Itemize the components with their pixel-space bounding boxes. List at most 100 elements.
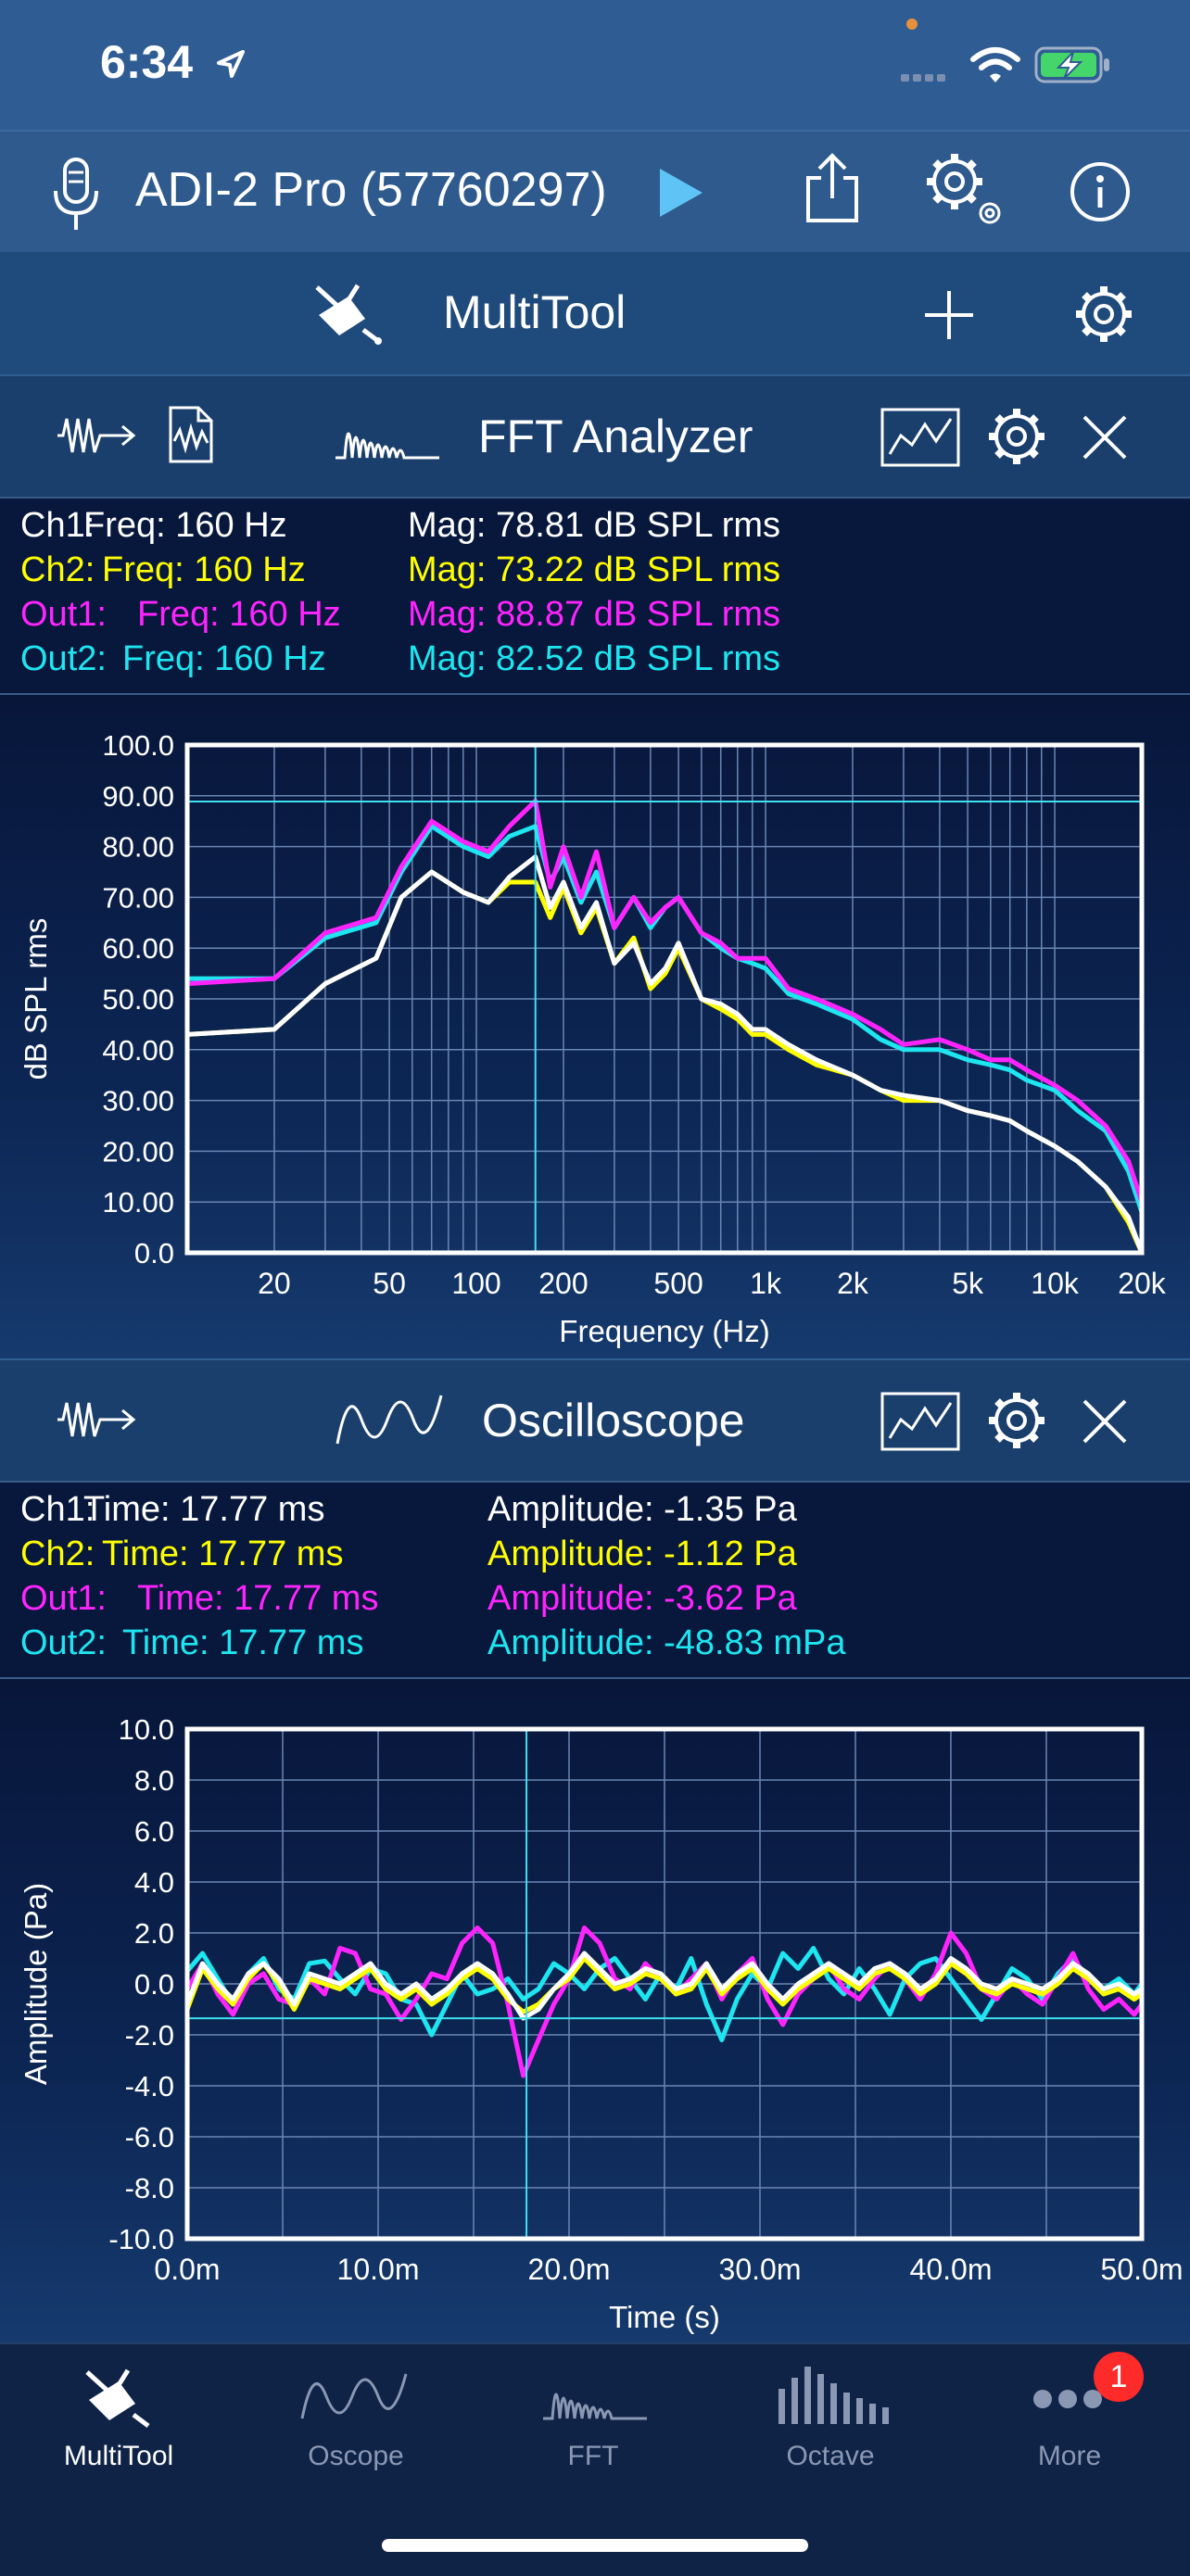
x-tick-label: 2k [837, 1267, 869, 1300]
osc-close-icon[interactable] [1081, 1397, 1129, 1446]
x-tick-label: 40.0m [910, 2253, 993, 2286]
multitool-icon[interactable] [82, 2363, 156, 2431]
x-tick-label: 0.0m [154, 2253, 220, 2286]
tab-bar [0, 2342, 1190, 2576]
osc-ch2-label: Ch2: [20, 1534, 95, 1573]
series-line-2 [186, 798, 1145, 1203]
y-tick-label: -2.0 [125, 2019, 174, 2052]
y-tick-label: 70.00 [102, 881, 174, 914]
x-axis-label: Time (s) [609, 2300, 720, 2334]
fft-readouts: Ch1: Freq: 160 Hz Mag: 78.81 dB SPL rms … [0, 497, 1190, 695]
device-name[interactable]: ADI-2 Pro (57760297) [135, 163, 607, 217]
x-tick-label: 500 [653, 1267, 703, 1300]
fft-out1-label: Out1: [20, 595, 107, 634]
series-line-3 [186, 854, 1145, 1254]
oscope-wave-icon[interactable] [298, 2368, 410, 2424]
device-bar [0, 130, 1190, 254]
y-tick-label: 0.0 [134, 1237, 174, 1269]
y-tick-label: -6.0 [125, 2121, 174, 2153]
fft-ch2-mag: Mag: 73.22 dB SPL rms [408, 550, 781, 589]
fft-close-icon[interactable] [1081, 413, 1129, 461]
fft-out2-mag: Mag: 82.52 dB SPL rms [408, 639, 781, 678]
osc-settings-icon[interactable] [984, 1388, 1049, 1453]
y-tick-label: 6.0 [134, 1815, 174, 1848]
y-tick-label: 10.00 [102, 1186, 174, 1219]
y-tick-label: -8.0 [125, 2172, 174, 2204]
x-tick-label: 10k [1031, 1267, 1080, 1300]
multitool-settings-icon[interactable] [1071, 282, 1136, 347]
more-dots-icon[interactable] [1032, 2389, 1103, 2409]
fft-ch2-label: Ch2: [20, 550, 95, 589]
osc-chart[interactable]: -10.0 -8.0 -6.0 -4.0 -2.0 0.0 2.0 4.0 6.0 8.0 10.0… [0, 1679, 1190, 2344]
location-arrow-icon [217, 50, 245, 78]
osc-ch1-time: Time: 17.77 ms [83, 1490, 325, 1529]
tab-multitool[interactable]: MultiTool [63, 2441, 174, 2471]
multitool-bar [0, 252, 1190, 374]
fft-ch2-freq: Freq: 160 Hz [102, 550, 306, 589]
fft-settings-icon[interactable] [984, 404, 1049, 469]
tab-oscope[interactable]: Oscope [308, 2441, 404, 2471]
osc-chart-view-icon[interactable] [880, 1392, 960, 1451]
add-icon[interactable] [921, 287, 977, 343]
y-tick-label: 2.0 [134, 1917, 174, 1950]
y-axis-label: dB SPL rms [19, 918, 53, 1080]
tab-more[interactable]: More [1037, 2441, 1102, 2471]
microphone-icon[interactable] [50, 156, 102, 234]
y-tick-label: 100.0 [102, 729, 174, 762]
fft-module-title: FFT Analyzer [478, 410, 753, 462]
fft-chart-view-icon[interactable] [880, 408, 960, 467]
home-indicator [382, 2539, 808, 2552]
y-tick-label: -10.0 [108, 2223, 174, 2255]
x-tick-label: 20 [258, 1267, 291, 1300]
fft-ch1-mag: Mag: 78.81 dB SPL rms [408, 506, 781, 545]
info-icon[interactable] [1070, 161, 1131, 222]
fft-chart[interactable]: 0.0 10.00 20.00 30.00 40.00 50.00 60.00 70.00 80… [0, 695, 1190, 1360]
y-tick-label: 8.0 [134, 1764, 174, 1797]
x-tick-label: 50.0m [1101, 2253, 1184, 2286]
plot-frame [184, 1726, 1145, 2241]
x-tick-label: 30.0m [719, 2253, 802, 2286]
osc-ch1-label: Ch1: [20, 1490, 95, 1529]
y-tick-label: 0.0 [134, 1968, 174, 2001]
octave-bars-icon[interactable] [775, 2361, 890, 2426]
x-tick-label: 20k [1118, 1267, 1167, 1300]
fft-out2-label: Out2: [20, 639, 107, 678]
share-icon[interactable] [803, 152, 862, 224]
osc-out1-amp: Amplitude: -3.62 Pa [487, 1579, 797, 1618]
x-tick-label: 1k [750, 1267, 782, 1300]
y-tick-label: 30.00 [102, 1085, 174, 1118]
osc-chart-panel[interactable]: -10.0 -8.0 -6.0 -4.0 -2.0 0.0 2.0 4.0 6.0 8.0 10.0… [0, 1677, 1190, 2344]
more-notification-badge: 1 [1094, 2352, 1144, 2402]
fft-ch1-freq: Freq: 160 Hz [83, 506, 287, 545]
tab-octave[interactable]: Octave [786, 2441, 875, 2471]
tab-fft[interactable]: FFT [567, 2441, 619, 2471]
export-file-icon[interactable] [167, 404, 215, 465]
osc-ch2-amp: Amplitude: -1.12 Pa [487, 1534, 797, 1573]
fft-ch1-label: Ch1: [20, 506, 95, 545]
x-tick-label: 5k [952, 1267, 984, 1300]
y-tick-label: 60.00 [102, 932, 174, 965]
play-icon[interactable] [654, 165, 706, 221]
fft-icon[interactable] [539, 2365, 651, 2424]
y-axis-label: Amplitude (Pa) [19, 1883, 53, 2085]
device-settings-icon[interactable] [923, 150, 1006, 230]
fft-out1-freq: Freq: 160 Hz [137, 595, 341, 634]
osc-ch1-amp: Amplitude: -1.35 Pa [487, 1490, 797, 1529]
fft-out1-mag: Mag: 88.87 dB SPL rms [408, 595, 781, 634]
osc-module-title: Oscilloscope [482, 1395, 745, 1446]
osc-signal-input-icon[interactable] [54, 1395, 137, 1444]
battery-charging-icon [1034, 46, 1109, 83]
osc-out1-label: Out1: [20, 1579, 107, 1618]
x-axis-label: Frequency (Hz) [559, 1314, 769, 1348]
signal-input-icon[interactable] [54, 411, 137, 460]
y-tick-label: 10.0 [119, 1713, 174, 1746]
x-tick-label: 200 [538, 1267, 588, 1300]
multitool-icon [315, 284, 382, 345]
osc-out1-time: Time: 17.77 ms [137, 1579, 379, 1618]
y-tick-label: 20.00 [102, 1135, 174, 1168]
status-time: 6:34 [100, 36, 194, 88]
fft-chart-panel[interactable]: 0.0 10.00 20.00 30.00 40.00 50.00 60.00 70.00 80… [0, 693, 1190, 1360]
x-tick-label: 10.0m [337, 2253, 420, 2286]
x-tick-label: 20.0m [528, 2253, 611, 2286]
series-line-2 [184, 1956, 1144, 2014]
